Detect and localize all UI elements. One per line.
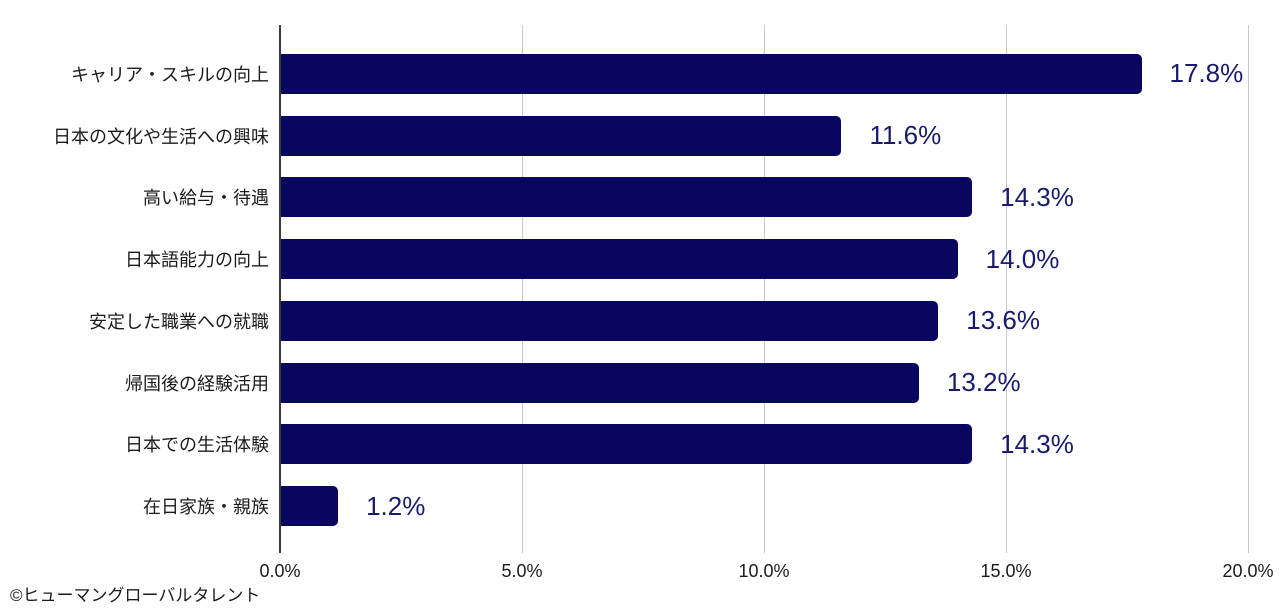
bar-row: 日本語能力の向上 14.0% [125,228,1248,290]
x-axis-tick-label: 10.0% [738,561,790,581]
category-label: 安定した職業への就職 [89,311,269,332]
bar-row: 在日家族・親族 1.2% [143,475,1248,537]
gridline-10 [764,25,765,553]
bar [280,300,939,341]
bar-row: 安定した職業への就職 13.6% [89,290,1248,352]
bar-row: 高い給与・待遇 14.3% [143,167,1248,229]
value-label: 13.6% [966,305,1040,336]
copyright-credit: ©ヒューマングローバルタレント [10,586,261,605]
bar [280,486,339,527]
bar-row: キャリア・スキルの向上 17.8% [71,43,1248,105]
x-axis-tick-label: 0.0% [259,561,301,581]
value-label: 13.2% [946,367,1021,398]
value-label: 14.0% [985,243,1060,274]
bar [280,239,958,280]
gridline-15 [1006,25,1007,553]
x-axis-tick-label: 5.0% [501,561,543,581]
y-axis-line [279,25,281,553]
value-label: 14.3% [1000,181,1074,212]
bar [280,424,973,465]
plot-area: キャリア・スキルの向上 17.8% 日本の文化や生活への興味 11.6% 高い給与・待遇… [53,25,1274,581]
x-axis-tick-label: 20.0% [1222,561,1274,581]
category-label: 日本の文化や生活への興味 [53,126,269,147]
gridline-5 [522,25,523,553]
value-label: 1.2% [366,490,426,521]
x-axis-tick-label: 15.0% [980,561,1032,581]
bar-row: 日本の文化や生活への興味 11.6% [53,105,1248,167]
bar [280,177,973,218]
gridline-20 [1248,25,1249,553]
category-label: 日本での生活体験 [125,435,269,456]
category-label: 在日家族・親族 [143,497,269,518]
category-label: 高い給与・待遇 [143,188,269,209]
value-label: 11.6% [869,120,942,151]
bar-row: 帰国後の経験活用 13.2% [125,352,1248,414]
category-label: 帰国後の経験活用 [125,373,269,394]
value-label: 17.8% [1169,58,1244,89]
bar-rows-container: キャリア・スキルの向上 17.8% 日本の文化や生活への興味 11.6% 高い給与・待遇… [53,25,1248,553]
bar-row: 日本での生活体験 14.3% [125,414,1248,476]
category-label: キャリア・スキルの向上 [71,64,269,85]
bar [280,115,842,156]
value-label: 14.3% [1000,428,1074,459]
category-label: 日本語能力の向上 [125,250,269,271]
bar [280,362,919,403]
bar [280,53,1142,94]
